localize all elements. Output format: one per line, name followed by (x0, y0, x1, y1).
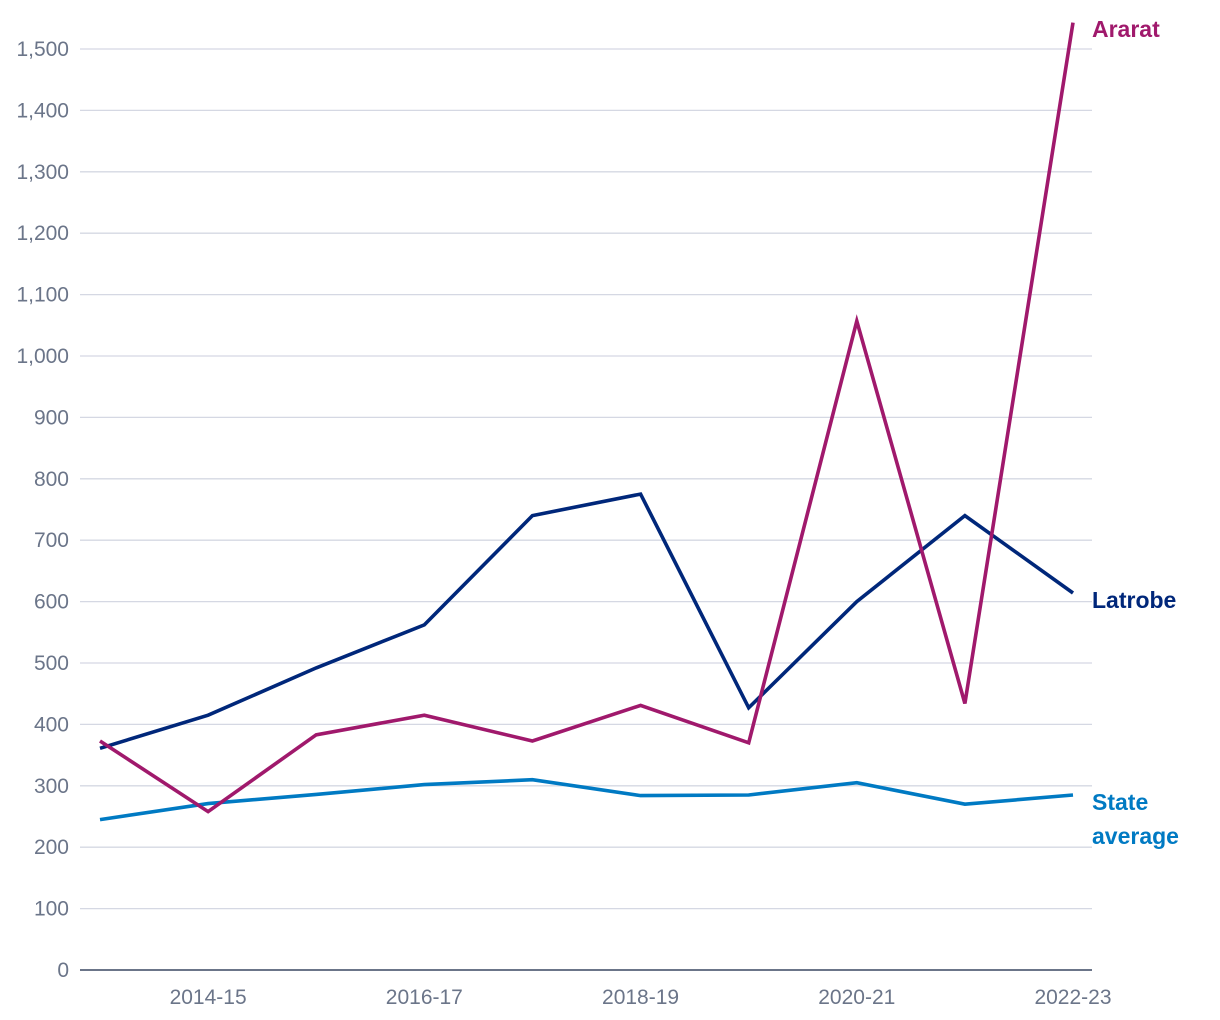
y-tick-label: 200 (34, 836, 69, 859)
y-tick-label: 0 (57, 959, 69, 982)
y-tick-label: 1,400 (16, 99, 69, 122)
x-tick-label: 2022-23 (1034, 986, 1111, 1009)
y-tick-label: 800 (34, 468, 69, 491)
y-tick-label: 400 (34, 713, 69, 736)
series-line-latrobe (99, 492, 1075, 751)
y-tick-label: 1,500 (16, 38, 69, 61)
y-tick-label: 700 (34, 529, 69, 552)
y-tick-label: 1,200 (16, 222, 69, 245)
y-tick-label: 300 (34, 775, 69, 798)
y-tick-label: 100 (34, 898, 69, 921)
x-tick-label: 2016-17 (386, 986, 463, 1009)
series-line-state-average (99, 777, 1074, 822)
series-label-state-average: State (1092, 789, 1148, 815)
series-line-ararat (99, 22, 1075, 814)
y-tick-label: 1,300 (16, 161, 69, 184)
series-label-latrobe: Latrobe (1092, 587, 1176, 613)
series-label-state-average: average (1092, 823, 1179, 849)
y-tick-label: 1,000 (16, 345, 69, 368)
x-tick-label: 2020-21 (818, 986, 895, 1009)
y-tick-label: 1,100 (16, 284, 69, 307)
y-tick-label: 600 (34, 591, 69, 614)
series-label-ararat: Ararat (1092, 16, 1160, 42)
y-tick-label: 900 (34, 406, 69, 429)
x-tick-label: 2018-19 (602, 986, 679, 1009)
x-tick-label: 2014-15 (170, 986, 247, 1009)
y-tick-label: 500 (34, 652, 69, 675)
